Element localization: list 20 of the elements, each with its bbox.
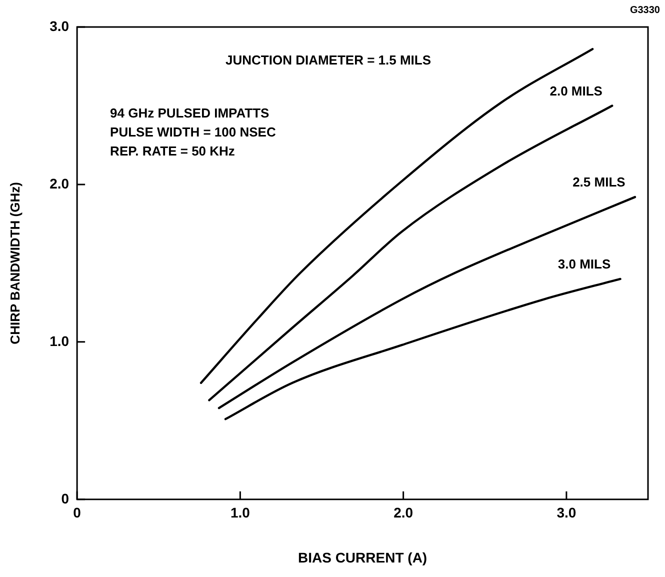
y-tick-label: 0: [61, 490, 70, 506]
series-label: 2.5 MILS: [572, 174, 626, 190]
x-tick-label: 3.0: [556, 504, 576, 521]
x-tick-label: 2.0: [394, 504, 414, 521]
series-label: 2.0 MILS: [550, 83, 603, 98]
y-tick-label: 2.0: [50, 175, 70, 192]
line-series: [224, 278, 622, 420]
series-label: 3.0 MILS: [558, 256, 611, 272]
annotation: REP. RATE = 50 KHz: [110, 144, 236, 159]
text: G3330: [630, 4, 660, 16]
x-axis-title: BIAS CURRENT (A): [298, 549, 428, 566]
annotation: 94 GHz PULSED IMPATTS: [110, 106, 270, 121]
x-tick-label: 0: [73, 504, 82, 521]
y-axis-title: CHIRP BANDWIDTH (GHz): [7, 182, 22, 344]
y-tick-label: 1.0: [50, 332, 70, 349]
x-tick-label: 1.0: [230, 504, 250, 521]
annotation: JUNCTION DIAMETER = 1.5 MILS: [226, 52, 432, 68]
annotation: PULSE WIDTH = 100 NSEC: [110, 124, 276, 140]
line-series: [218, 196, 636, 410]
y-tick-label: 3.0: [50, 18, 70, 34]
